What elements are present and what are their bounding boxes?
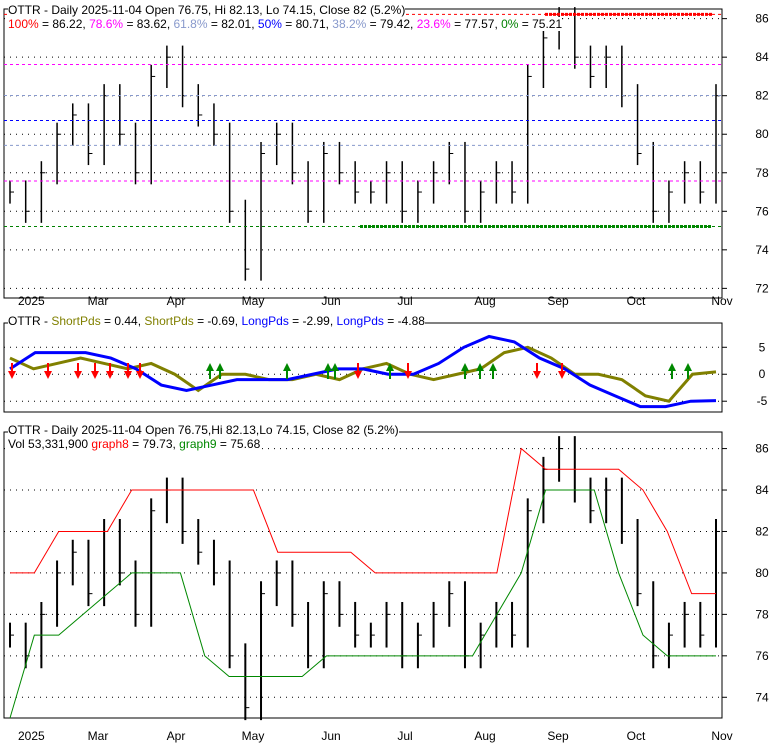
sell-arrow — [404, 363, 412, 379]
y-tick-label: 80 — [755, 127, 769, 141]
bottom-title: OTTR - Daily 2025-11-04 Open 76.75,Hi 82… — [8, 423, 399, 437]
x-tick-label: Oct — [627, 294, 646, 308]
fib-label: 50% — [257, 17, 282, 31]
x-tick-label: Nov — [711, 729, 732, 743]
volume-label: Vol 53,331,900 — [8, 437, 92, 451]
x-tick-label: May — [242, 729, 265, 743]
graph9-value: = 75.68 — [216, 437, 261, 451]
y-tick-label: 72 — [755, 281, 769, 295]
y-tick-label: 86 — [755, 12, 769, 26]
fib-label: 100% — [8, 17, 39, 31]
x-tick-label: Apr — [167, 294, 186, 308]
sell-arrow — [74, 363, 82, 379]
sell-arrow — [91, 363, 99, 379]
buy-arrow — [324, 363, 332, 379]
y-tick-label: 74 — [755, 690, 769, 704]
sell-arrow — [354, 363, 362, 379]
fib-value: = 83.62, — [123, 17, 174, 31]
fib-label: 61.8% — [173, 17, 208, 31]
sell-arrow — [106, 363, 114, 379]
top-title: OTTR - Daily 2025-11-04 Open 76.75, Hi 8… — [8, 3, 406, 17]
sell-arrow — [558, 363, 566, 379]
fib-value: = 77.57, — [450, 17, 502, 31]
x-tick-label: 2025 — [18, 294, 45, 308]
buy-arrow — [489, 363, 497, 379]
x-tick-label: Sep — [547, 729, 569, 743]
graph9-label: graph9 — [179, 437, 217, 451]
y-tick-label: 80 — [755, 566, 769, 580]
mid-legend-label: ShortPds — [51, 314, 101, 328]
sell-arrow — [136, 363, 144, 379]
y-tick-label: 84 — [755, 483, 769, 497]
x-tick-label: Apr — [167, 729, 186, 743]
fib-label: 23.6% — [416, 17, 451, 31]
buy-arrow — [461, 363, 469, 379]
y-tick-label: 78 — [755, 166, 769, 180]
panel-frame — [3, 431, 723, 719]
mid-legend: OTTR - ShortPds = 0.44, ShortPds = -0.69… — [8, 314, 425, 328]
sell-arrow — [44, 363, 52, 379]
y-tick-label: 76 — [755, 204, 769, 218]
fib-label: 0% — [501, 17, 519, 31]
mid-legend-value: = -4.88 — [383, 314, 425, 328]
x-tick-label: Jun — [321, 294, 340, 308]
x-tick-label: 2025 — [18, 729, 45, 743]
x-tick-label: Jun — [321, 729, 340, 743]
fib-value: = 80.71, — [281, 17, 333, 31]
y-tick-label: 84 — [755, 50, 769, 64]
mid-legend-value: = 0.44, — [100, 314, 145, 328]
panel-frame — [3, 8, 723, 299]
x-tick-label: May — [242, 294, 265, 308]
y-tick-label: 74 — [755, 243, 769, 257]
x-tick-label: Oct — [627, 729, 646, 743]
graph9-line — [9, 489, 716, 719]
fib-legend: 100% = 86.22, 78.6% = 83.62, 61.8% = 82.… — [8, 17, 563, 31]
mid-legend-value: = -0.69, — [193, 314, 242, 328]
y-tick-label: 76 — [755, 649, 769, 663]
y-tick-label: -5 — [757, 394, 768, 408]
graph8-label: graph8 — [91, 437, 129, 451]
buy-arrow — [684, 363, 692, 379]
buy-arrow — [668, 363, 676, 379]
x-tick-label: Aug — [474, 294, 495, 308]
y-tick-label: 5 — [759, 340, 766, 354]
buy-arrow — [331, 363, 339, 379]
fib-label: 38.2% — [332, 17, 367, 31]
y-tick-label: 82 — [755, 524, 769, 538]
fib-value: = 86.22, — [38, 17, 90, 31]
mid-legend-label: LongPds — [336, 314, 384, 328]
mid-legend-label: LongPds — [241, 314, 289, 328]
sell-arrow — [533, 363, 541, 379]
x-tick-label: Mar — [88, 729, 109, 743]
fib-label: 78.6% — [89, 17, 124, 31]
sell-arrow — [8, 363, 16, 379]
graph8-value: = 79.73, — [128, 437, 180, 451]
mid-legend-value: = -2.99, — [288, 314, 337, 328]
fib-value: = 79.42, — [366, 17, 417, 31]
x-tick-label: Sep — [547, 294, 569, 308]
fib-value: = 75.21 — [518, 17, 563, 31]
graph8-line — [10, 447, 716, 595]
buy-arrow — [476, 363, 484, 379]
fib-value: = 82.01, — [207, 17, 258, 31]
bottom-legend: Vol 53,331,900 graph8 = 79.73, graph9 = … — [8, 437, 261, 451]
y-tick-label: 86 — [755, 442, 769, 456]
buy-arrow — [283, 363, 291, 379]
x-tick-label: Nov — [711, 294, 732, 308]
y-tick-label: 0 — [759, 367, 766, 381]
x-tick-label: Jul — [397, 294, 412, 308]
x-tick-label: Aug — [474, 729, 495, 743]
buy-arrow — [386, 363, 394, 379]
sell-arrow — [124, 363, 132, 379]
mid-legend-label: ShortPds — [144, 314, 194, 328]
y-tick-label: 78 — [755, 607, 769, 621]
y-tick-label: 82 — [755, 89, 769, 103]
x-tick-label: Mar — [88, 294, 109, 308]
buy-arrow — [206, 363, 214, 379]
x-tick-label: Jul — [397, 729, 412, 743]
buy-arrow — [216, 363, 224, 379]
mid-title: OTTR - — [8, 314, 52, 328]
